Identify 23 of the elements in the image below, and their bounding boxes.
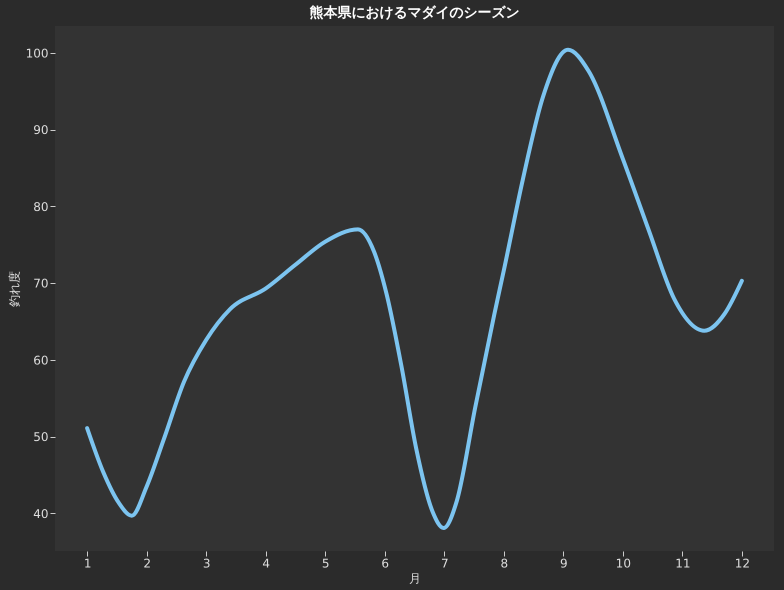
y-axis-title: 釣れ度 (8, 271, 22, 307)
x-tick-label: 5 (322, 556, 330, 570)
x-tick-label: 9 (560, 556, 568, 570)
x-tick-label: 1 (84, 556, 92, 570)
x-tick-label: 12 (734, 556, 750, 570)
y-tick-label: 100 (26, 46, 48, 60)
x-tick-label: 8 (500, 556, 508, 570)
y-tick-label: 50 (33, 430, 48, 444)
line-series (85, 48, 744, 530)
chart-title: 熊本県におけるマダイのシーズン (310, 4, 520, 21)
y-tick-label: 40 (33, 506, 48, 521)
x-tick-label: 2 (143, 556, 151, 570)
y-tick-label: 90 (33, 123, 48, 138)
y-tick-label: 70 (33, 276, 48, 291)
x-tick-label: 4 (262, 556, 270, 570)
y-tick-label: 80 (33, 200, 48, 214)
y-tick-label: 60 (33, 353, 48, 368)
x-tick-label: 11 (675, 556, 690, 570)
x-tick-label: 3 (202, 556, 210, 570)
x-axis-title: 月 (409, 572, 421, 586)
x-tick-label: 6 (381, 556, 390, 570)
x-tick-label: 10 (616, 556, 631, 570)
x-tick-label: 7 (440, 556, 449, 570)
